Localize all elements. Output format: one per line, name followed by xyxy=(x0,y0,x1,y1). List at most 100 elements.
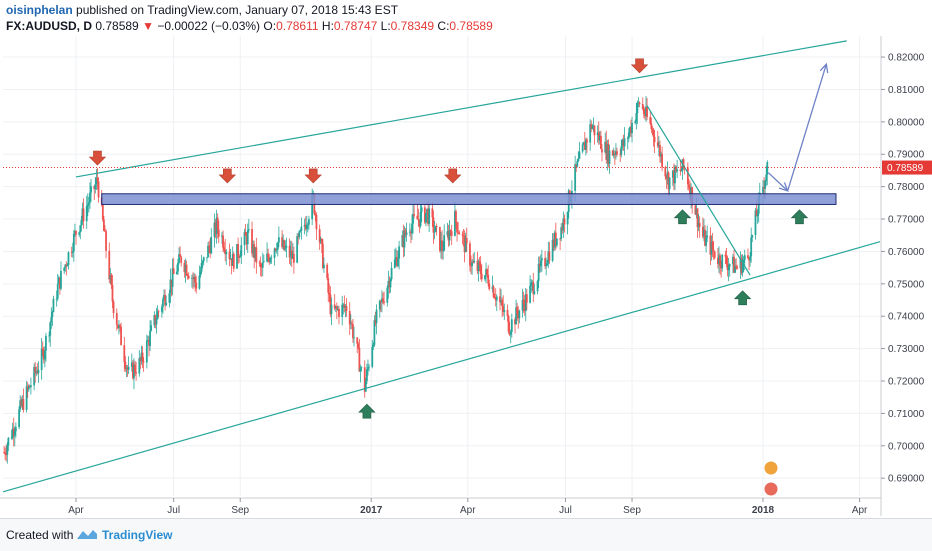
candle-body xyxy=(419,211,422,227)
candle-body xyxy=(199,271,202,276)
candle-body xyxy=(487,274,490,284)
candle-body xyxy=(393,259,396,268)
candle-body xyxy=(756,213,759,217)
candle-body xyxy=(349,323,352,325)
candle-body xyxy=(20,400,23,407)
candle-body xyxy=(764,180,767,189)
candle-body xyxy=(327,278,330,293)
candle-body xyxy=(222,235,224,248)
candle-body xyxy=(427,208,429,224)
tradingview-logo-icon[interactable] xyxy=(76,527,98,541)
time-axis[interactable]: Apr Jul Sep 2017 Apr Jul Sep 2018 Apr xyxy=(0,497,881,516)
candle-body xyxy=(642,108,645,115)
candle-body xyxy=(706,235,709,238)
candle-body xyxy=(300,226,303,231)
candle-body xyxy=(101,204,104,220)
candle-body xyxy=(532,281,535,294)
candle-body xyxy=(397,258,399,266)
candle-body xyxy=(581,144,584,152)
candle-body xyxy=(435,226,438,227)
candle-body xyxy=(417,219,420,221)
candle-body xyxy=(134,364,136,373)
candle-body xyxy=(539,260,542,267)
candle-body xyxy=(423,207,426,223)
candle-body xyxy=(150,325,153,331)
candle-body xyxy=(668,177,671,190)
candle-body xyxy=(711,241,714,250)
candle-body xyxy=(383,301,385,303)
candle-body xyxy=(551,239,554,261)
price-axis[interactable]: 0.69000 0.70000 0.71000 0.72000 0.73000 0.740… xyxy=(880,36,932,516)
candle-body xyxy=(367,367,369,370)
candle-body xyxy=(356,337,359,344)
candle-body xyxy=(25,386,28,410)
candle-body xyxy=(273,248,276,258)
candle-body xyxy=(183,262,186,273)
candle-body xyxy=(701,226,704,237)
candle-body xyxy=(87,202,90,205)
candle-body xyxy=(201,260,204,264)
candle-body xyxy=(165,302,168,306)
candle-body xyxy=(562,218,565,231)
price-chart[interactable]: 0.69000 0.70000 0.71000 0.72000 0.73000 0.740… xyxy=(0,36,932,518)
candle-body xyxy=(509,331,512,335)
candle-body xyxy=(591,127,594,129)
candle-body xyxy=(750,237,753,257)
candle-body xyxy=(442,250,445,252)
tradingview-brand[interactable]: TradingView xyxy=(102,528,173,542)
candle-body xyxy=(635,112,638,122)
candle-body xyxy=(454,211,456,236)
candle-body xyxy=(5,454,8,456)
candle-body xyxy=(540,258,543,261)
candle-body xyxy=(728,264,731,267)
candle-body xyxy=(494,297,497,301)
time-tick-label: Jul xyxy=(559,505,572,516)
candle-body xyxy=(358,347,361,372)
candle-body xyxy=(619,154,622,156)
candle-body xyxy=(546,263,549,266)
candle-body xyxy=(269,258,272,263)
candle-body xyxy=(501,300,504,307)
candle-body xyxy=(135,372,138,374)
candle-body xyxy=(611,150,614,156)
candle-body xyxy=(130,362,133,368)
candle-body xyxy=(721,254,724,269)
candle-body xyxy=(682,159,685,168)
candle-body xyxy=(305,225,308,229)
candle-body xyxy=(103,219,105,231)
candle-body xyxy=(592,125,595,128)
us-flag-icon[interactable] xyxy=(763,481,779,497)
candle-body xyxy=(690,187,692,199)
candle-body xyxy=(178,254,180,263)
candle-body xyxy=(72,233,75,252)
candle-body xyxy=(319,239,322,243)
candle-body xyxy=(410,231,412,234)
candle-body xyxy=(388,280,391,288)
candle-body xyxy=(694,205,697,215)
green-up-arrow-icon xyxy=(673,209,692,225)
candle-body xyxy=(432,217,435,233)
candle-body xyxy=(154,315,157,325)
candle-body xyxy=(237,244,239,258)
candle-body xyxy=(657,144,660,147)
au-flag-icon[interactable] xyxy=(763,460,779,476)
candle-body xyxy=(637,102,640,104)
candle-body xyxy=(275,249,278,251)
candle-body xyxy=(553,232,556,248)
candle-body xyxy=(245,235,248,245)
candle-body xyxy=(285,245,288,248)
candle-body xyxy=(26,386,29,390)
candle-body xyxy=(413,214,416,216)
author-name[interactable]: oisinphelan xyxy=(6,3,73,17)
candle-body xyxy=(732,256,734,265)
channel-top-line xyxy=(75,40,847,178)
candle-body xyxy=(736,267,739,269)
candle-body xyxy=(748,258,750,261)
candle-body xyxy=(85,206,88,222)
candle-body xyxy=(337,309,339,310)
publish-info: published on TradingView.com, January 07… xyxy=(76,3,399,17)
candle-body xyxy=(283,240,286,250)
candle-body xyxy=(485,269,487,276)
candle-body xyxy=(575,164,578,167)
resistance-zone xyxy=(101,193,837,205)
